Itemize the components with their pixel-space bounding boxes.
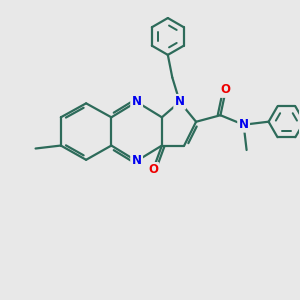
Text: N: N	[132, 95, 142, 108]
Text: N: N	[238, 118, 249, 131]
Text: O: O	[221, 83, 231, 97]
Text: O: O	[148, 164, 158, 176]
Text: N: N	[175, 95, 185, 108]
Text: N: N	[132, 154, 142, 167]
